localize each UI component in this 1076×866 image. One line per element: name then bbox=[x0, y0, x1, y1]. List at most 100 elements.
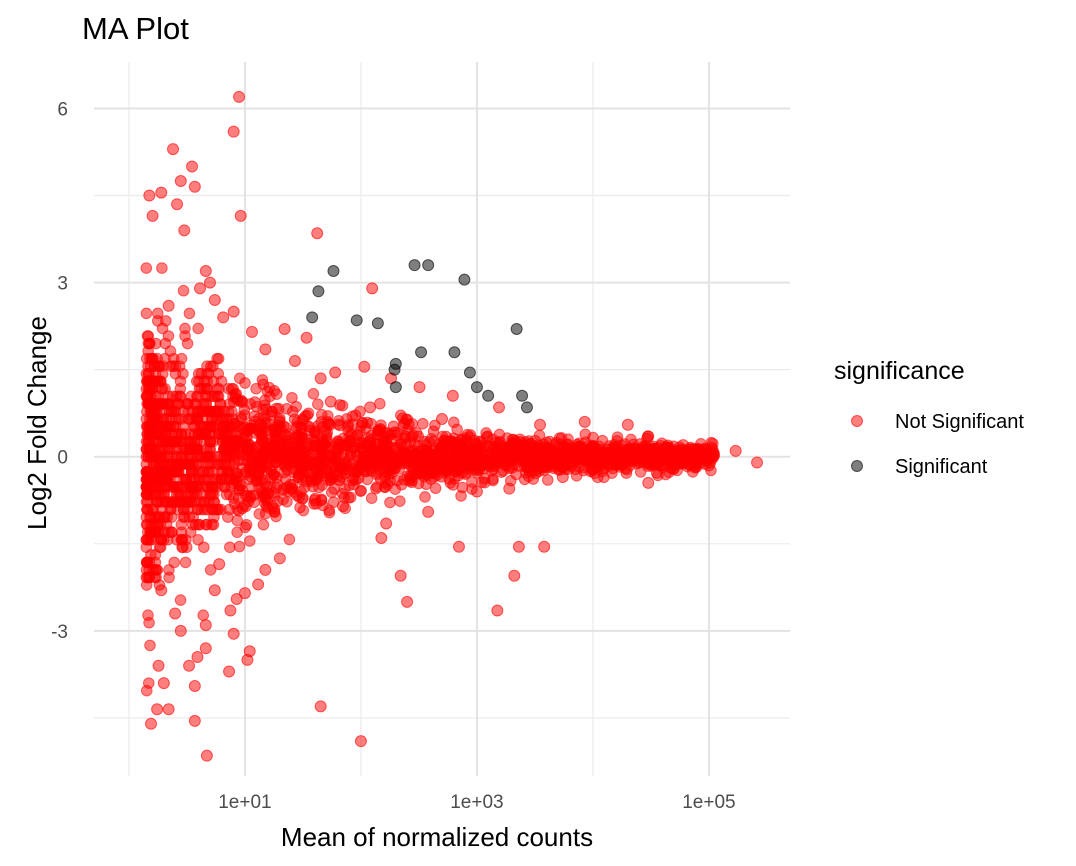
point-not-significant bbox=[273, 552, 286, 565]
point-not-significant bbox=[366, 458, 378, 471]
point-not-significant bbox=[193, 405, 205, 418]
point-not-significant bbox=[199, 642, 212, 655]
point-not-significant bbox=[165, 473, 177, 486]
point-not-significant bbox=[333, 474, 346, 487]
point-not-significant bbox=[198, 541, 210, 554]
point-not-significant bbox=[354, 405, 366, 418]
point-not-significant bbox=[448, 416, 460, 429]
point-not-significant bbox=[140, 541, 153, 554]
point-not-significant bbox=[175, 518, 188, 531]
point-not-significant bbox=[405, 472, 417, 485]
point-not-significant bbox=[217, 311, 230, 324]
point-not-significant bbox=[552, 451, 565, 464]
point-significant bbox=[520, 401, 533, 414]
point-not-significant bbox=[222, 383, 235, 395]
point-not-significant bbox=[220, 473, 232, 486]
point-not-significant bbox=[538, 540, 551, 553]
point-not-significant bbox=[236, 502, 249, 515]
point-not-significant bbox=[519, 436, 532, 449]
point-not-significant bbox=[224, 541, 236, 554]
point-not-significant bbox=[380, 517, 393, 530]
point-not-significant bbox=[146, 209, 159, 222]
point-not-significant bbox=[586, 462, 599, 475]
point-not-significant bbox=[157, 677, 170, 690]
point-not-significant bbox=[394, 495, 406, 507]
point-not-significant bbox=[344, 491, 357, 504]
point-not-significant bbox=[149, 518, 161, 531]
point-not-significant bbox=[611, 435, 623, 447]
point-not-significant bbox=[227, 627, 240, 640]
point-not-significant bbox=[199, 619, 212, 632]
point-not-significant bbox=[142, 466, 155, 478]
point-not-significant bbox=[457, 447, 470, 460]
point-not-significant bbox=[227, 125, 240, 138]
point-not-significant bbox=[223, 458, 236, 471]
point-not-significant bbox=[227, 305, 240, 318]
point-not-significant bbox=[321, 449, 333, 462]
point-not-significant bbox=[434, 453, 447, 465]
point-not-significant bbox=[227, 492, 240, 505]
point-not-significant bbox=[339, 443, 352, 456]
point-not-significant bbox=[355, 419, 368, 432]
point-not-significant bbox=[371, 467, 384, 479]
point-not-significant bbox=[140, 307, 153, 320]
point-not-significant bbox=[413, 381, 426, 394]
point-not-significant bbox=[215, 375, 228, 388]
point-not-significant bbox=[147, 420, 159, 433]
point-not-significant bbox=[641, 460, 654, 472]
point-not-significant bbox=[282, 455, 295, 467]
point-not-significant bbox=[642, 430, 655, 443]
point-not-significant bbox=[422, 505, 435, 518]
point-significant bbox=[516, 389, 529, 402]
point-not-significant bbox=[365, 492, 378, 504]
point-not-significant bbox=[659, 451, 672, 464]
point-not-significant bbox=[263, 417, 275, 430]
point-significant bbox=[458, 273, 471, 286]
point-significant bbox=[463, 366, 476, 379]
point-not-significant bbox=[278, 323, 291, 336]
point-not-significant bbox=[167, 143, 180, 156]
x-axis-title: Mean of normalized counts bbox=[281, 822, 593, 852]
point-not-significant bbox=[244, 470, 257, 483]
point-not-significant bbox=[155, 584, 168, 597]
point-not-significant bbox=[389, 462, 401, 475]
y-tick-label: 3 bbox=[57, 274, 68, 295]
point-not-significant bbox=[300, 331, 313, 344]
point-not-significant bbox=[146, 398, 158, 410]
point-significant bbox=[470, 381, 483, 394]
point-not-significant bbox=[324, 395, 337, 408]
point-not-significant bbox=[290, 432, 303, 444]
point-significant bbox=[350, 314, 363, 327]
point-not-significant bbox=[561, 442, 574, 455]
point-not-significant bbox=[708, 449, 720, 462]
point-not-significant bbox=[676, 458, 689, 470]
point-not-significant bbox=[240, 431, 253, 443]
point-not-significant bbox=[183, 307, 196, 320]
point-not-significant bbox=[391, 426, 403, 439]
point-not-significant bbox=[169, 607, 182, 620]
point-not-significant bbox=[634, 450, 646, 463]
point-not-significant bbox=[255, 486, 268, 498]
point-not-significant bbox=[265, 405, 278, 418]
point-not-significant bbox=[751, 456, 764, 469]
point-not-significant bbox=[204, 276, 216, 289]
point-not-significant bbox=[207, 360, 219, 372]
point-not-significant bbox=[200, 749, 213, 762]
point-not-significant bbox=[304, 449, 316, 462]
point-not-significant bbox=[474, 435, 486, 448]
point-not-significant bbox=[151, 307, 164, 320]
point-not-significant bbox=[192, 322, 204, 335]
point-not-significant bbox=[174, 594, 187, 606]
point-not-significant bbox=[198, 496, 210, 508]
point-not-significant bbox=[145, 443, 158, 455]
point-not-significant bbox=[183, 458, 196, 471]
point-not-significant bbox=[171, 503, 184, 516]
point-not-significant bbox=[401, 423, 414, 436]
point-not-significant bbox=[229, 449, 241, 462]
point-not-significant bbox=[193, 466, 205, 478]
point-not-significant bbox=[401, 413, 414, 426]
point-not-significant bbox=[702, 459, 715, 472]
point-not-significant bbox=[251, 423, 264, 436]
point-not-significant bbox=[157, 488, 170, 501]
